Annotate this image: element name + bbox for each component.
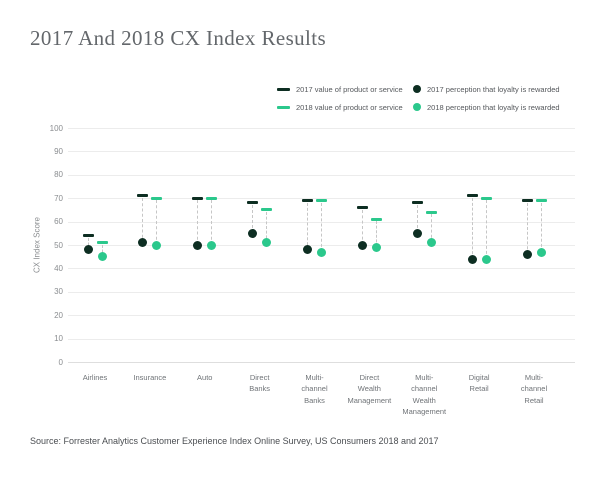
connector-line xyxy=(142,197,144,243)
x-category-label: Multi- channel Banks xyxy=(301,373,328,405)
gridline xyxy=(68,362,575,363)
marker-2018-loyalty xyxy=(262,238,272,248)
connector-line xyxy=(266,211,268,243)
y-tick-label: 80 xyxy=(54,170,63,180)
marker-2018-value xyxy=(370,217,382,221)
page-title: 2017 And 2018 CX Index Results xyxy=(30,26,327,50)
dash-swatch-icon xyxy=(277,87,290,91)
marker-2018-loyalty xyxy=(536,247,546,257)
connector-line xyxy=(156,200,158,245)
connector-line xyxy=(540,202,542,252)
dot-swatch-icon xyxy=(413,85,421,93)
marker-2018-value xyxy=(425,210,437,214)
marker-2017-value xyxy=(82,234,94,238)
marker-2017-value xyxy=(302,199,313,202)
connector-line xyxy=(252,204,254,234)
legend-item: 2017 perception that loyalty is rewarded xyxy=(413,84,560,94)
marker-2018-loyalty xyxy=(371,242,381,252)
connector-line xyxy=(471,197,473,260)
y-tick-label: 30 xyxy=(54,287,63,297)
connector-line xyxy=(197,200,199,245)
marker-2017-loyalty xyxy=(138,238,148,248)
marker-2018-value xyxy=(316,199,327,202)
marker-2018-loyalty xyxy=(152,240,162,250)
marker-2017-loyalty xyxy=(193,240,203,250)
connector-line xyxy=(430,214,432,243)
y-tick-label: 70 xyxy=(54,193,63,203)
y-tick-label: 100 xyxy=(49,123,63,133)
y-tick-label: 0 xyxy=(58,357,63,367)
connector-line xyxy=(375,221,377,248)
marker-2018-value xyxy=(96,241,108,245)
connector-line xyxy=(361,209,363,245)
y-tick-label: 50 xyxy=(54,240,63,250)
marker-2018-loyalty xyxy=(317,247,326,257)
marker-2017-value xyxy=(247,201,259,205)
x-category-label: Insurance xyxy=(133,373,167,382)
gridline xyxy=(68,291,575,293)
y-tick-label: 20 xyxy=(54,310,63,320)
connector-line xyxy=(87,237,89,250)
legend-label: 2017 perception that loyalty is rewarded xyxy=(427,84,560,94)
gridline xyxy=(68,174,575,176)
x-category-label: Airlines xyxy=(82,373,108,382)
gridline xyxy=(68,338,575,340)
marker-2017-value xyxy=(411,201,423,205)
legend-item: 2018 perception that loyalty is rewarded xyxy=(413,102,560,112)
y-tick-label: 10 xyxy=(54,334,63,344)
marker-2017-loyalty xyxy=(467,254,477,264)
marker-2018-loyalty xyxy=(97,252,107,262)
source-note: Source: Forrester Analytics Customer Exp… xyxy=(30,436,439,446)
marker-2018-loyalty xyxy=(207,240,217,250)
marker-2017-loyalty xyxy=(522,249,532,259)
marker-2017-loyalty xyxy=(83,245,93,255)
marker-2017-value xyxy=(192,196,204,200)
x-category-label: Multi- channel Wealth Management xyxy=(402,373,447,416)
marker-2018-value xyxy=(535,199,547,202)
marker-2018-loyalty xyxy=(481,254,491,264)
x-category-label: Digital Retail xyxy=(468,373,490,394)
connector-line xyxy=(526,202,528,255)
x-category-label: Multi- channel Retail xyxy=(520,373,548,405)
gridline xyxy=(68,315,575,317)
connector-line xyxy=(211,200,213,245)
marker-2017-value xyxy=(356,206,368,210)
y-tick-label: 40 xyxy=(54,263,63,273)
legend-item: 2017 value of product or service xyxy=(277,84,403,94)
connector-line xyxy=(485,200,487,259)
marker-2017-loyalty xyxy=(303,245,312,255)
y-tick-label: 60 xyxy=(54,217,63,227)
marker-2018-loyalty xyxy=(426,238,436,248)
gridline xyxy=(68,151,575,153)
connector-line xyxy=(416,204,418,234)
y-tick-label: 90 xyxy=(54,146,63,156)
gridline xyxy=(68,268,575,270)
connector-line xyxy=(321,202,322,252)
marker-2018-value xyxy=(261,208,273,212)
marker-2017-loyalty xyxy=(248,228,258,238)
legend-label: 2017 value of product or service xyxy=(296,84,403,94)
legend-item: 2018 value of product or service xyxy=(277,102,403,112)
dot-swatch-icon xyxy=(413,103,421,111)
gridline xyxy=(68,128,575,129)
x-category-label: Direct Wealth Management xyxy=(347,373,392,405)
marker-2018-value xyxy=(151,196,163,200)
x-category-label: Direct Banks xyxy=(249,373,271,394)
marker-2017-value xyxy=(466,194,478,198)
marker-2017-value xyxy=(521,199,533,202)
x-category-label: Auto xyxy=(197,373,213,382)
legend-label: 2018 value of product or service xyxy=(296,102,403,112)
legend-label: 2018 perception that loyalty is rewarded xyxy=(427,102,560,112)
connector-line xyxy=(101,244,103,257)
marker-2017-value xyxy=(137,194,149,198)
connector-line xyxy=(307,202,308,250)
marker-2018-value xyxy=(480,196,492,200)
gridline xyxy=(68,198,575,200)
marker-2018-value xyxy=(206,196,218,200)
marker-2017-loyalty xyxy=(412,228,422,238)
dash-swatch-icon xyxy=(277,105,290,109)
marker-2017-loyalty xyxy=(357,240,367,250)
